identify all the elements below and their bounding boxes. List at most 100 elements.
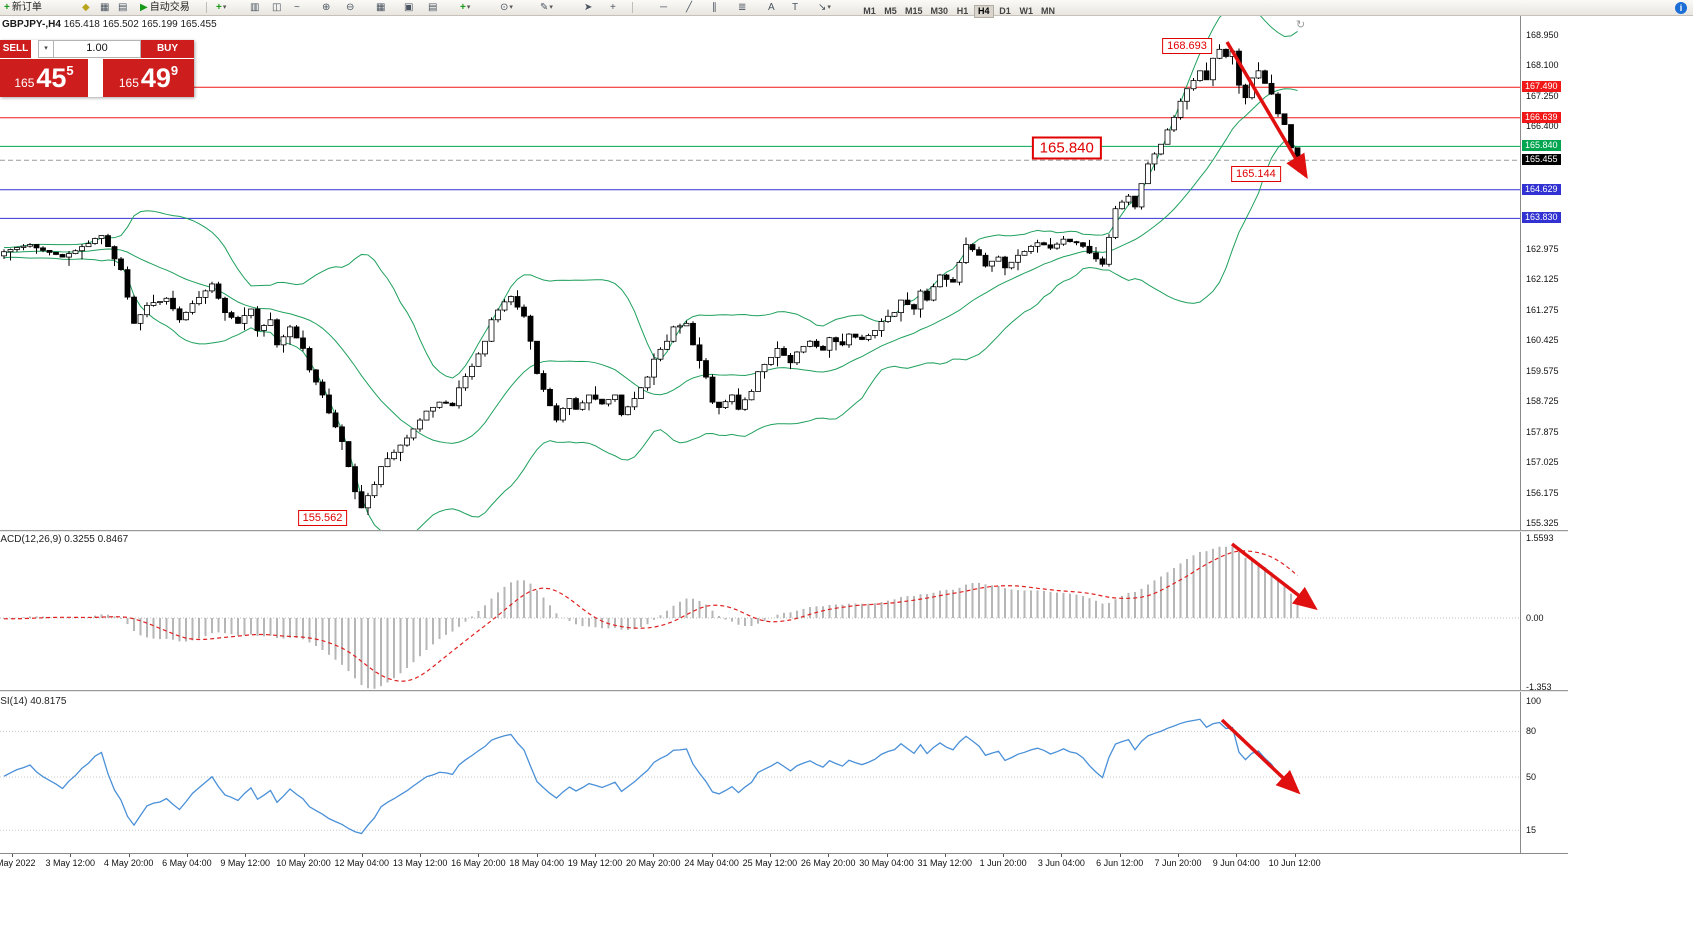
price-annotation[interactable]: 168.693 [1162, 38, 1212, 55]
zoom-out-button[interactable]: ⊖ [344, 1, 356, 15]
time-label: 2 May 2022 [0, 858, 36, 868]
timeframe-button-w1[interactable]: W1 [1019, 6, 1034, 16]
new-chart-button[interactable]: +▾ [214, 1, 228, 15]
arrange-windows-button[interactable]: ▤ [426, 1, 439, 15]
timeframe-button-m1[interactable]: M1 [863, 6, 876, 16]
chart-layout-button[interactable]: ▦ [98, 1, 111, 15]
timeframe-button-m15[interactable]: M15 [905, 6, 923, 16]
cascade-windows-icon: ▣ [404, 2, 414, 13]
timeframe-button-h1[interactable]: H1 [956, 6, 969, 16]
crosshair-button[interactable]: + [608, 1, 618, 15]
time-label: 31 May 12:00 [917, 858, 973, 868]
price-line-label[interactable]: 167.490 [1522, 81, 1561, 93]
bollinger-upper [3, 16, 1298, 379]
profiles-button[interactable]: ◆ [80, 1, 92, 15]
bollinger-bands [3, 16, 1298, 530]
bar-chart-button[interactable]: ▥ [248, 1, 261, 15]
chevron-down-icon: ▾ [44, 45, 48, 52]
text-tool-button[interactable]: A [766, 1, 777, 15]
macd-indicator-panel[interactable] [0, 532, 1520, 690]
price-annotation[interactable]: 165.840 [1031, 136, 1102, 160]
line-chart-button[interactable]: ~ [292, 1, 302, 15]
time-label: 6 Jun 12:00 [1096, 858, 1144, 868]
indicators-button[interactable]: +▾ [458, 1, 472, 15]
autotrading-button[interactable]: ▶ 自动交易 [138, 1, 192, 15]
main-price-chart[interactable] [0, 16, 1520, 530]
templates-button[interactable]: ✎▾ [538, 1, 555, 15]
timeframe-button-h4[interactable]: H4 [974, 5, 994, 18]
time-label: 13 May 12:00 [392, 858, 448, 868]
time-tick [245, 854, 247, 857]
candle-chart-button[interactable]: ◫ [270, 1, 283, 15]
bid-price-label: 165.455 [1522, 154, 1561, 166]
timeframe-button-mn[interactable]: MN [1041, 6, 1056, 16]
trend-arrow-rsi [1220, 718, 1301, 795]
time-label: 3 Jun 04:00 [1037, 858, 1085, 868]
toolbar-separator [206, 2, 207, 13]
time-label: 10 Jun 12:00 [1268, 858, 1321, 868]
time-label: 12 May 04:00 [334, 858, 390, 868]
label-tool-button[interactable]: T [790, 1, 800, 15]
price-axis[interactable]: 168.950 168.100 167.250 166.400 162.975 162.1… [1521, 16, 1568, 854]
time-label: 16 May 20:00 [451, 858, 506, 868]
zoom-in-button[interactable]: ⊕ [320, 1, 332, 15]
channel-tool-button[interactable]: ∥ [710, 1, 719, 15]
volume-input[interactable]: 1.00 [54, 40, 141, 58]
time-label: 3 May 12:00 [45, 858, 96, 868]
trendline-tool-button[interactable]: ╱ [684, 1, 694, 15]
price-line-label[interactable]: 164.629 [1522, 183, 1561, 195]
buy-button[interactable]: BUY [141, 40, 194, 58]
channel-tool-icon: ∥ [712, 2, 717, 13]
price-tick: 157.025 [1526, 457, 1559, 468]
price-line-label[interactable]: 165.840 [1522, 140, 1561, 152]
arrange-windows-icon: ▤ [428, 2, 438, 13]
time-tick [944, 854, 946, 857]
hline-tool-button[interactable]: ─ [658, 1, 669, 15]
help-icon[interactable]: i [1675, 2, 1687, 14]
time-tick [1236, 854, 1238, 857]
tile-windows-button[interactable]: ▦ [374, 1, 387, 15]
fibo-tool-icon: ≣ [738, 2, 747, 13]
time-axis[interactable]: 2 May 2022 3 May 12:00 4 May 20:00 6 May 04… [0, 854, 1520, 870]
bid-main-digits: 45 [36, 63, 67, 93]
panel-separator-macd[interactable] [0, 530, 1568, 532]
trendline-tool-icon: ╱ [686, 2, 693, 13]
timeframe-button-m30[interactable]: M30 [930, 6, 949, 16]
price-line-label[interactable]: 163.830 [1522, 212, 1561, 224]
time-label: 7 Jun 20:00 [1154, 858, 1202, 868]
rsi-indicator-panel[interactable] [0, 692, 1520, 853]
volume-dropdown[interactable]: ▾ [38, 40, 54, 58]
periods-button[interactable]: ⊙▾ [498, 1, 515, 15]
bid-pip-digit: 5 [66, 62, 74, 78]
price-line-label[interactable]: 166.639 [1522, 111, 1561, 123]
window-button[interactable]: ▤ [116, 1, 129, 15]
panel-separator-rsi[interactable] [0, 690, 1568, 692]
ask-pip-digit: 9 [170, 62, 179, 78]
price-tick: 158.725 [1526, 396, 1559, 407]
cascade-windows-button[interactable]: ▣ [402, 1, 415, 15]
buy-price-button[interactable]: 165 49 9 [103, 59, 194, 97]
new-order-button[interactable]: + 新订单 [2, 1, 44, 15]
sell-button[interactable]: SELL [0, 40, 31, 58]
time-tick [769, 854, 771, 857]
time-tick [653, 854, 655, 857]
chart-shift-icon[interactable]: ↻ [1296, 19, 1306, 31]
timeframe-button-m5[interactable]: M5 [884, 6, 897, 16]
fibo-tool-button[interactable]: ≣ [736, 1, 748, 15]
rsi-axis-value: 100 [1526, 696, 1542, 706]
time-label: 10 May 20:00 [276, 858, 331, 868]
timeframe-button-d1[interactable]: D1 [999, 6, 1011, 16]
arrows-tool-button[interactable]: ↘▾ [816, 1, 833, 15]
new-order-icon: + [4, 2, 10, 13]
symbol-timeframe-label: GBPJPY-,H4 [2, 19, 61, 30]
price-annotation[interactable]: 165.144 [1231, 166, 1281, 183]
sell-price-button[interactable]: 165 45 5 [0, 59, 88, 97]
cursor-button[interactable]: ➤ [582, 1, 594, 15]
time-label: 24 May 04:00 [684, 858, 739, 868]
candles-layer [1, 44, 1301, 515]
price-tick: 155.325 [1526, 518, 1559, 529]
price-annotation[interactable]: 155.562 [297, 509, 348, 526]
label-tool-icon: T [792, 2, 799, 13]
time-label: 9 May 12:00 [220, 858, 270, 868]
